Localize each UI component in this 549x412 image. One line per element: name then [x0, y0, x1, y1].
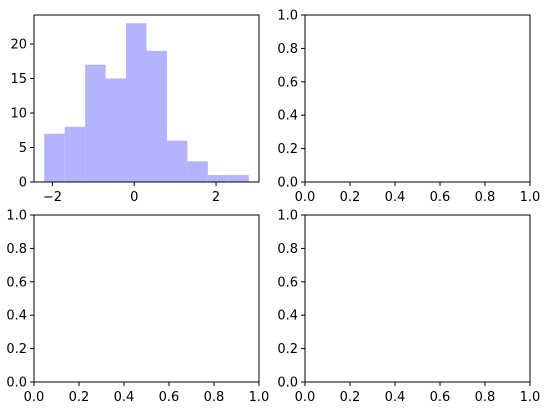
y-tick-label: 0.6 — [277, 275, 298, 290]
x-tick-label: 0.8 — [475, 190, 496, 205]
y-tick-label: 10 — [10, 106, 27, 121]
axes-frame — [304, 14, 531, 183]
y-tick-label: 15 — [10, 72, 27, 87]
histogram-bar-5 — [146, 50, 167, 183]
x-tick-label: 0.6 — [430, 190, 451, 205]
y-tick-label: 1.0 — [277, 9, 298, 24]
histogram-bar-8 — [207, 175, 229, 182]
y-tick-label: 0.8 — [6, 242, 27, 257]
histogram-bar-2 — [85, 64, 106, 182]
y-tick-label: 0.4 — [277, 109, 298, 124]
y-tick-label: 0.6 — [277, 75, 298, 90]
y-tick-label: 0.0 — [6, 376, 27, 391]
x-tick-label: 0.4 — [385, 390, 406, 405]
axes-frame — [33, 214, 260, 383]
subplot-bottom-right: 0.0 0.2 0.4 0.6 0.8 1.0 0.0 0.2 0.4 0.6 0.8 1.0 — [277, 209, 540, 406]
x-tick-label: 0.2 — [340, 390, 361, 405]
x-tick-label: 0.2 — [340, 190, 361, 205]
y-tick-label: 0.4 — [6, 309, 27, 324]
x-tick-label: 0 — [130, 190, 138, 205]
x-tick-label: 0.4 — [385, 190, 406, 205]
axes-frame — [304, 214, 531, 383]
y-tick-label: 1.0 — [277, 209, 298, 224]
y-tick-label: 0.8 — [277, 242, 298, 257]
histogram-bar-9 — [228, 175, 249, 182]
histogram-bar-1 — [64, 126, 86, 182]
x-tick-label: 0.0 — [295, 390, 316, 405]
y-tick-label: 0.2 — [6, 342, 27, 357]
x-tick-label: 0.6 — [430, 390, 451, 405]
x-tick-label: 1.0 — [249, 390, 270, 405]
x-tick-label: 0.8 — [475, 390, 496, 405]
y-tick-label: 0.2 — [277, 142, 298, 157]
histogram-bar-7 — [187, 161, 208, 182]
y-tick-label: 0 — [19, 176, 27, 191]
y-tick-label: 5 — [19, 141, 27, 156]
y-tick-label: 20 — [10, 37, 27, 52]
x-tick-label: 0.0 — [24, 390, 45, 405]
histogram-bar-4 — [126, 23, 147, 183]
axes-frame — [33, 14, 260, 183]
histogram-bar-0 — [44, 133, 65, 182]
x-tick-label: 0.4 — [114, 390, 135, 405]
x-tick-label: 1.0 — [520, 190, 541, 205]
x-tick-label: 0.6 — [159, 390, 180, 405]
x-tick-label: 0.8 — [204, 390, 225, 405]
y-tick-label: 0.0 — [277, 376, 298, 391]
y-tick-label: 1.0 — [6, 209, 27, 224]
x-tick-label: 1.0 — [520, 390, 541, 405]
x-tick-label: −2 — [43, 190, 62, 205]
subplot-top-right: 0.0 0.2 0.4 0.6 0.8 1.0 0.0 0.2 0.4 0.6 0.8 1.0 — [277, 9, 540, 206]
histogram-bar-3 — [105, 78, 127, 182]
x-tick-label: 0.2 — [69, 390, 90, 405]
x-tick-label: 2 — [212, 190, 220, 205]
y-tick-label: 0.6 — [6, 275, 27, 290]
y-tick-label: 0.0 — [277, 176, 298, 191]
y-tick-label: 0.2 — [277, 342, 298, 357]
histogram-bar-6 — [166, 140, 188, 182]
y-tick-label: 0.8 — [277, 42, 298, 57]
x-tick-label: 0.0 — [295, 190, 316, 205]
subplot-bottom-left: 0.0 0.2 0.4 0.6 0.8 1.0 0.0 0.2 0.4 0.6 0.8 1.0 — [6, 209, 269, 406]
y-tick-label: 0.4 — [277, 309, 298, 324]
